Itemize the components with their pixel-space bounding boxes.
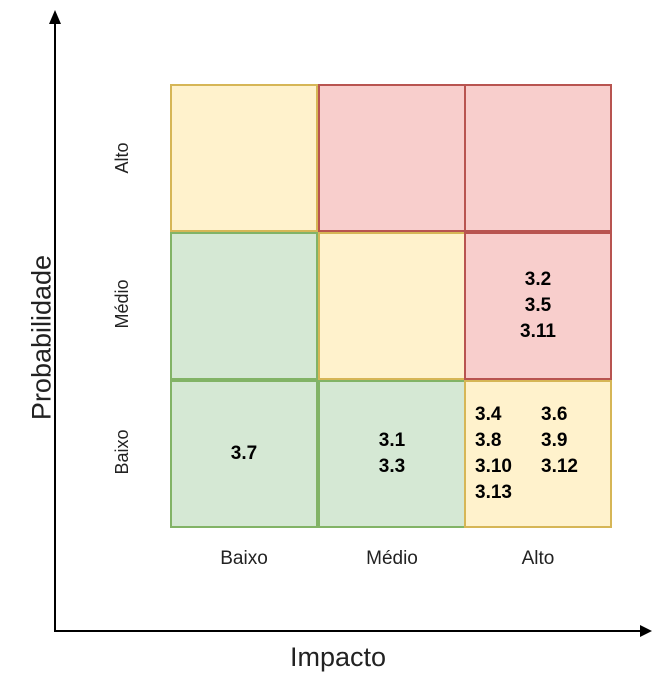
cell-baixo-baixo: 3.7 (170, 380, 318, 528)
x-label-baixo: Baixo (220, 548, 268, 569)
cell-values: 3.1 3.3 (379, 428, 405, 480)
y-label-medio: Médio (112, 279, 132, 329)
cell-medio-baixo (170, 232, 318, 380)
risk-id: 3.2 (524, 269, 552, 290)
risk-id: 3.10 (475, 456, 512, 477)
y-label-baixo: Baixo (112, 429, 132, 475)
y-axis-line (54, 20, 56, 632)
cell-baixo-medio: 3.1 3.3 (318, 380, 466, 528)
x-label-alto: Alto (521, 548, 555, 569)
cell-values: 3.2 3.5 3.11 (520, 267, 556, 345)
cell-alto-medio (318, 84, 466, 232)
x-label-medio: Médio (366, 548, 418, 569)
risk-id: 3.8 (475, 430, 502, 451)
x-axis-line (54, 630, 642, 632)
cell-values: 3.7 (231, 441, 257, 467)
cell-alto-alto (464, 84, 612, 232)
cell-medio-medio (318, 232, 466, 380)
risk-id: 3.4 (475, 404, 502, 425)
risk-id: 3.6 (541, 404, 568, 425)
risk-id: 3.3 (378, 456, 406, 477)
y-axis-arrow-icon (49, 10, 61, 24)
cell-medio-alto: 3.2 3.5 3.11 (464, 232, 612, 380)
x-axis-title: Impacto (290, 642, 387, 672)
risk-id: 3.9 (541, 430, 568, 451)
cell-alto-baixo (170, 84, 318, 232)
risk-id: 3.5 (524, 295, 552, 316)
cell-baixo-alto: 3.4 3.6 3.8 3.9 3.10 3.12 3.13 (464, 380, 612, 528)
risk-id: 3.1 (378, 430, 406, 451)
risk-id: 3.12 (541, 456, 578, 477)
x-axis-arrow-icon (640, 625, 652, 637)
risk-id: 3.11 (520, 321, 556, 342)
risk-id: 3.7 (230, 443, 258, 464)
y-axis-title: Probabilidade (26, 254, 57, 421)
risk-id: 3.13 (475, 482, 512, 503)
y-label-alto: Alto (112, 142, 132, 174)
cell-values: 3.4 3.6 3.8 3.9 3.10 3.12 3.13 (475, 402, 601, 506)
